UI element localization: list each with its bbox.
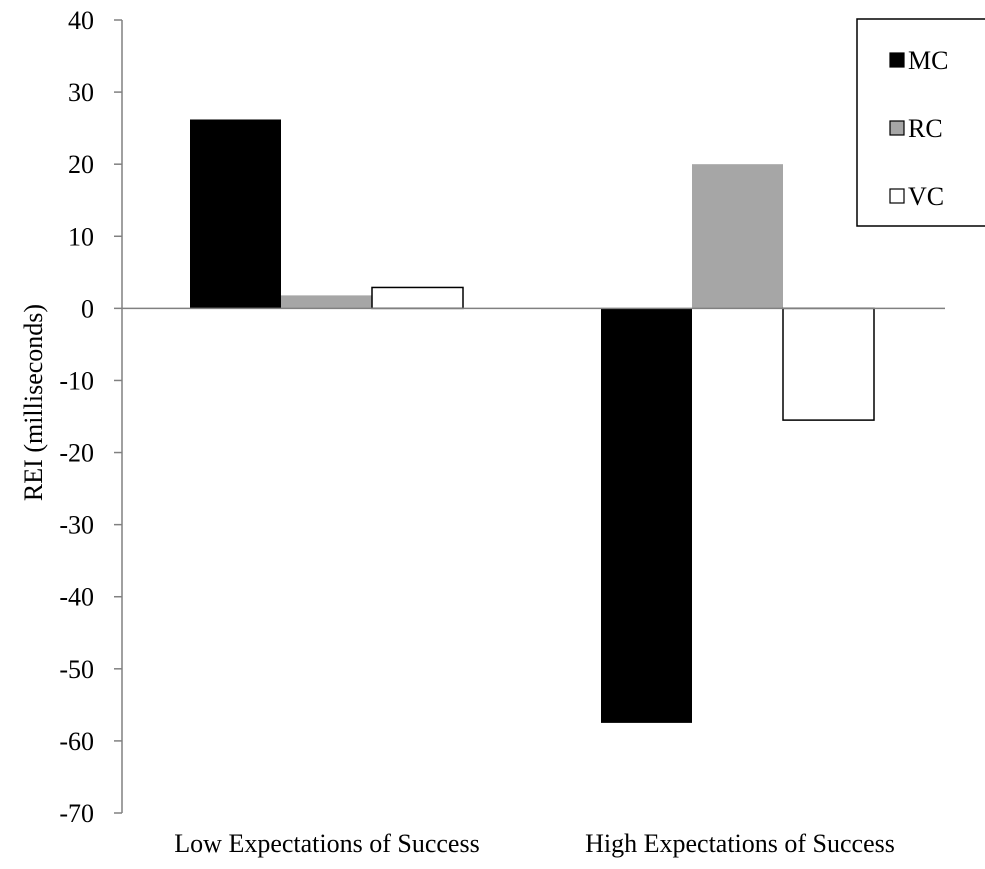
y-tick-label: -60 [59,727,94,756]
bar-mc-low [190,119,281,309]
legend-label-rc: RC [908,114,943,143]
y-tick-label: 0 [81,294,94,323]
y-tick-label: -50 [59,655,94,684]
category-label: Low Expectations of Success [174,829,479,858]
legend-box [856,18,985,227]
y-tick-label: -10 [59,366,94,395]
bars-layer [190,119,875,723]
bar-mc-high [601,308,692,723]
legend-swatch-rc [889,120,905,136]
bar-rc-high [692,164,783,309]
y-axis-title: REI (milliseconds) [19,304,48,501]
y-tick-label: -20 [59,439,94,468]
bar-rc-low [281,295,372,309]
category-labels: Low Expectations of Success High Expectat… [174,829,895,858]
legend-swatch-mc [889,52,905,68]
y-tick-label: 10 [68,222,94,251]
bar-vc-low [371,286,464,310]
legend-label-mc: MC [908,46,948,75]
y-tick-label: -70 [59,799,94,828]
y-tick-label: -30 [59,511,94,540]
legend-items: MC RC VC [889,46,948,211]
y-tick-label: 20 [68,150,94,179]
legend-label-vc: VC [908,182,944,211]
y-tick-label: -40 [59,583,94,612]
legend-swatch-vc [889,188,905,204]
y-tick-label: 40 [68,6,94,35]
category-label: High Expectations of Success [585,829,895,858]
legend: MC RC VC [856,18,985,227]
bar-vc-high [782,307,875,421]
y-tick-label: 30 [68,78,94,107]
y-ticks: 40 30 20 10 0 -10 -20 -30 -40 -50 -60 -70 [59,6,122,828]
